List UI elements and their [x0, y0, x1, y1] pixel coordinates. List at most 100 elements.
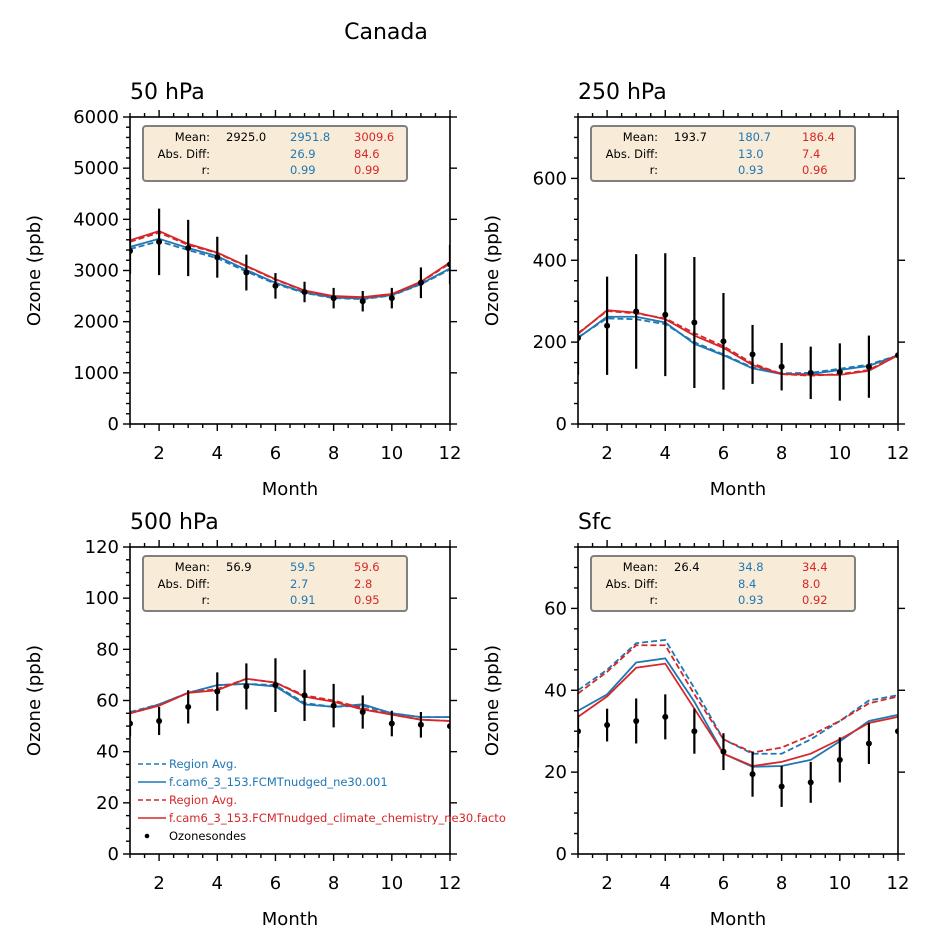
y-tick-label: 80 — [96, 639, 119, 660]
legend-label: Ozonesondes — [169, 829, 246, 843]
stat-model2-value: 7.4 — [802, 147, 820, 161]
x-tick-label: 2 — [601, 873, 612, 894]
x-tick-label: 2 — [153, 443, 164, 464]
stat-obs-value: 26.4 — [674, 560, 700, 574]
obs-point — [749, 771, 756, 778]
panel-title: 250 hPa — [578, 80, 667, 105]
x-tick-label: 8 — [776, 873, 787, 894]
stat-label: Abs. Diff: — [606, 147, 658, 161]
y-tick-label: 400 — [533, 250, 567, 271]
obs-point — [720, 748, 727, 755]
legend-label: f.cam6_3_153.FCMTnudged_ne30.001 — [169, 775, 388, 789]
legend-label: Region Avg. — [169, 793, 237, 807]
obs-point — [243, 269, 250, 276]
y-axis-label: Ozone (ppb) — [482, 215, 503, 326]
series-line-dashed-0 — [578, 317, 898, 375]
legend-label: Region Avg. — [169, 757, 237, 771]
obs-point — [272, 682, 279, 689]
stat-model2-value: 0.92 — [802, 593, 828, 607]
legend-marker — [144, 833, 150, 839]
x-tick-label: 8 — [328, 873, 339, 894]
data-layer — [578, 638, 898, 807]
panel-title: 500 hPa — [130, 510, 219, 535]
obs-point — [272, 282, 279, 289]
stat-model1-value: 59.5 — [290, 560, 316, 574]
x-tick-label: 6 — [270, 873, 281, 894]
panel-3: Sfc Mean: 26.4 34.8 34.4 Abs. Diff: 8.4 8.0 r: 0.… — [482, 510, 909, 930]
stat-model1-value: 26.9 — [290, 147, 316, 161]
data-layer — [578, 253, 898, 401]
stat-label: Abs. Diff: — [606, 577, 658, 591]
obs-point — [243, 683, 250, 690]
stats-box — [142, 555, 408, 612]
obs-point — [301, 288, 308, 295]
stat-model1-value: 34.8 — [738, 560, 764, 574]
y-tick-label: 3000 — [73, 261, 119, 282]
x-tick-label: 4 — [660, 873, 671, 894]
y-tick-label: 2000 — [73, 312, 119, 333]
stats-box — [142, 125, 408, 182]
x-tick-label: 6 — [718, 873, 729, 894]
obs-point — [865, 740, 872, 747]
stat-model1-value: 0.99 — [290, 163, 316, 177]
x-axis-label: Month — [710, 909, 766, 930]
obs-point — [604, 322, 611, 329]
stat-label: r: — [650, 593, 658, 607]
stat-model1-value: 13.0 — [738, 147, 764, 161]
obs-point — [330, 702, 337, 709]
obs-point — [214, 688, 221, 695]
y-tick-label: 0 — [108, 844, 119, 865]
x-tick-label: 10 — [828, 443, 851, 464]
y-axis-label: Ozone (ppb) — [482, 645, 503, 756]
x-tick-label: 4 — [660, 443, 671, 464]
stat-model2-value: 3009.6 — [354, 130, 394, 144]
stat-label: Mean: — [623, 560, 658, 574]
x-tick-label: 4 — [212, 873, 223, 894]
x-tick-label: 6 — [718, 443, 729, 464]
stat-model2-value: 84.6 — [354, 147, 380, 161]
stat-model2-value: 0.99 — [354, 163, 380, 177]
stat-label: Mean: — [175, 130, 210, 144]
stat-model2-value: 0.95 — [354, 593, 380, 607]
panel-title: Sfc — [578, 510, 612, 535]
obs-point — [691, 728, 698, 735]
y-tick-label: 0 — [556, 414, 567, 435]
x-tick-label: 10 — [380, 443, 403, 464]
x-axis-label: Month — [710, 479, 766, 500]
panel-0: 50 hPa Mean: 2925.0 2951.8 3009.6 Abs. Diff: 2… — [24, 80, 461, 500]
y-tick-label: 120 — [85, 537, 119, 558]
stat-model2-value: 186.4 — [802, 130, 835, 144]
y-tick-label: 0 — [556, 844, 567, 865]
x-tick-label: 12 — [887, 873, 910, 894]
obs-point — [417, 279, 424, 286]
y-tick-label: 20 — [96, 793, 119, 814]
y-tick-label: 60 — [544, 598, 567, 619]
series-line-dashed-0 — [578, 638, 898, 755]
obs-point — [807, 779, 814, 786]
x-tick-label: 10 — [828, 873, 851, 894]
obs-point — [749, 351, 756, 358]
stat-label: Mean: — [175, 560, 210, 574]
obs-point — [417, 721, 424, 728]
y-tick-label: 1000 — [73, 363, 119, 384]
y-axis-label: Ozone (ppb) — [24, 645, 45, 756]
x-tick-label: 6 — [270, 443, 281, 464]
stat-label: Abs. Diff: — [158, 147, 210, 161]
y-tick-label: 6000 — [73, 107, 119, 128]
obs-point — [720, 338, 727, 345]
stat-obs-value: 193.7 — [674, 130, 707, 144]
stat-model2-value: 2.8 — [354, 577, 372, 591]
x-tick-label: 12 — [439, 873, 462, 894]
data-layer — [130, 208, 450, 312]
obs-point — [359, 298, 366, 305]
x-tick-label: 4 — [212, 443, 223, 464]
legend: Region Avg. f.cam6_3_153.FCMTnudged_ne30.… — [138, 757, 506, 843]
obs-point — [778, 783, 785, 790]
obs-point — [691, 319, 698, 326]
stat-model1-value: 0.91 — [290, 593, 316, 607]
stat-model2-value: 34.4 — [802, 560, 828, 574]
stat-model2-value: 59.6 — [354, 560, 380, 574]
panel-1: 250 hPa Mean: 193.7 180.7 186.4 Abs. Diff: 13.… — [482, 80, 909, 500]
stat-obs-value: 2925.0 — [226, 130, 266, 144]
